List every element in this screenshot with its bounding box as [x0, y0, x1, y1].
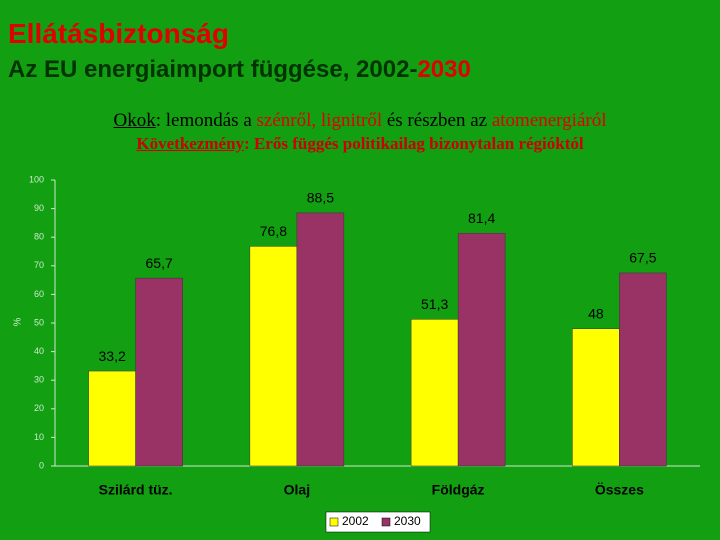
data-label: 76,8 — [260, 223, 287, 239]
y-axis-label: % — [13, 317, 24, 326]
y-tick-label: 50 — [34, 317, 44, 327]
y-tick-label: 0 — [39, 460, 44, 470]
bullet-text: : lemondás a — [155, 110, 257, 131]
bullet-highlight: szénről, lignitről — [256, 110, 383, 131]
y-tick-label: 40 — [34, 346, 44, 356]
data-label: 51,3 — [421, 296, 448, 312]
y-tick-label: 100 — [29, 174, 44, 184]
bar — [296, 212, 345, 467]
x-tick-label: Földgáz — [432, 482, 485, 498]
bar — [249, 246, 298, 467]
data-label: 48 — [588, 305, 604, 321]
bar — [88, 370, 136, 467]
bar — [572, 328, 620, 467]
bullet-key: Okok — [113, 110, 156, 131]
data-label: 67,5 — [629, 250, 656, 266]
bullet-text: és részben az — [382, 110, 492, 131]
data-label: 81,4 — [468, 210, 495, 226]
bullet-key: Következmény — [136, 134, 245, 153]
legend-label: 2030 — [394, 514, 421, 528]
bullet-text: : Erős függés politikailag bizonytalan r… — [244, 134, 584, 153]
bullet-highlight: atomenergiáról — [491, 110, 607, 131]
x-tick-label: Szilárd tüz. — [99, 482, 173, 498]
legend-label: 2002 — [342, 514, 369, 528]
bullet: Következmény: Erős függés politikailag b… — [0, 134, 720, 154]
y-tick-label: 30 — [34, 375, 44, 385]
bullet: Okok: lemondás a szénről, lignitről és r… — [0, 110, 720, 132]
y-tick-label: 90 — [34, 203, 44, 213]
data-label: 88,5 — [307, 190, 334, 206]
x-tick-label: Olaj — [284, 482, 310, 498]
legend-box — [325, 511, 431, 533]
bar — [410, 319, 459, 467]
y-tick-label: 20 — [34, 403, 44, 413]
x-tick-label: Összes — [595, 482, 644, 498]
subtitle-text: Az EU energiaimport függése, 2002- — [8, 56, 418, 83]
bar — [619, 272, 667, 467]
slide-subtitle: Az EU energiaimport függése, 2002-2030 — [8, 56, 471, 84]
y-tick-label: 60 — [34, 289, 44, 299]
data-label: 33,2 — [99, 348, 126, 364]
bar — [457, 232, 506, 467]
slide-title: Ellátásbiztonság — [8, 18, 229, 49]
legend-swatch — [329, 517, 339, 527]
legend-swatch — [381, 517, 391, 527]
subtitle-year: 2030 — [417, 56, 471, 83]
y-tick-label: 10 — [34, 432, 44, 442]
y-tick-label: 70 — [34, 260, 44, 270]
bar — [135, 277, 183, 467]
y-tick-label: 80 — [34, 232, 44, 242]
data-label: 65,7 — [146, 255, 173, 271]
